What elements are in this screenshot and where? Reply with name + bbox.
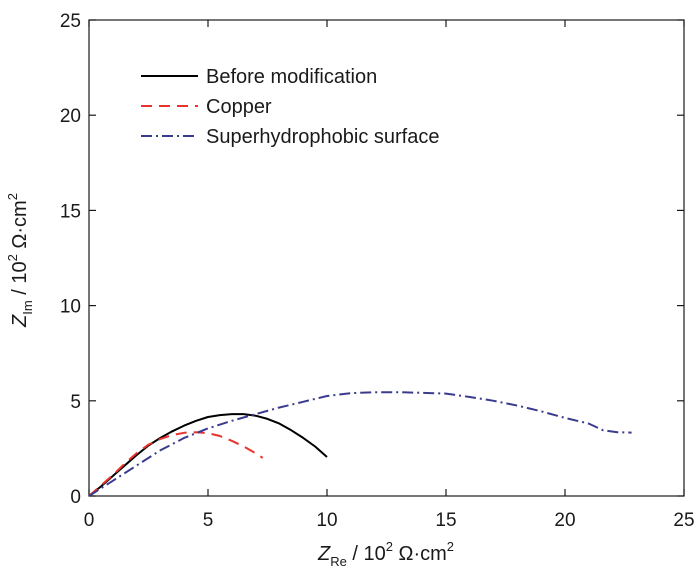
x-axis-unit-tail-exp: 2 <box>447 539 454 554</box>
legend-label-0: Before modification <box>206 66 377 88</box>
y-axis-unit-tail: Ω·cm <box>9 200 31 254</box>
y-tick-label-3: 15 <box>60 201 81 222</box>
x-axis-unit-exp: 2 <box>386 539 393 554</box>
y-axis-title: ZIm / 102 Ω·cm2 <box>5 193 35 328</box>
y-tick-label-2: 10 <box>60 297 81 318</box>
plot-frame <box>88 19 685 497</box>
x-tick-label-5: 25 <box>673 510 694 531</box>
y-axis-unit-tail-exp: 2 <box>5 193 20 200</box>
y-tick-label-0: 0 <box>70 487 81 508</box>
y-tick-label-4: 20 <box>60 106 81 127</box>
y-axis-unit: / 10 <box>9 261 31 300</box>
x-tick-label-4: 20 <box>554 510 575 531</box>
series-line-1 <box>88 431 264 497</box>
x-axis-symbol: Z <box>317 543 331 565</box>
y-axis-symbol: Z <box>9 314 31 328</box>
x-axis-unit-tail: Ω·cm <box>393 543 447 565</box>
y-tick-label-5: 25 <box>60 11 81 32</box>
series-group <box>88 391 632 497</box>
x-axis-subscript: Re <box>330 554 347 569</box>
legend-label-1: Copper <box>206 96 272 118</box>
legend-label-2: Superhydrophobic surface <box>206 126 439 148</box>
series-line-2 <box>88 391 632 497</box>
legend: Before modification Copper Superhydrophobi… <box>141 66 439 148</box>
x-axis-title: ZRe / 102 Ω·cm2 <box>317 539 454 569</box>
tick-group: 0 5 10 15 20 25 0 5 10 15 20 25 <box>60 11 695 531</box>
x-tick-label-0: 0 <box>84 510 95 531</box>
x-tick-label-3: 15 <box>435 510 456 531</box>
y-axis-unit-exp: 2 <box>5 254 20 261</box>
x-tick-label-2: 10 <box>316 510 337 531</box>
series-line-0 <box>88 413 328 497</box>
y-tick-label-1: 5 <box>70 392 81 413</box>
x-axis-unit: / 10 <box>347 543 386 565</box>
x-tick-label-1: 5 <box>203 510 214 531</box>
y-axis-subscript: Im <box>20 300 35 314</box>
